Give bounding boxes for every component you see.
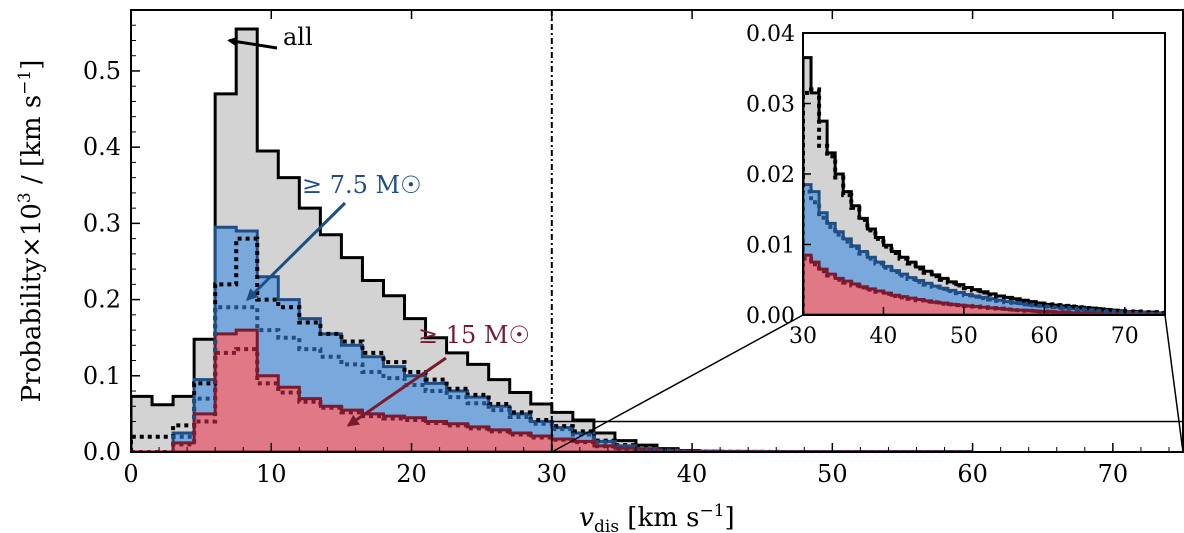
- x-tick-label: 0: [123, 460, 138, 488]
- inset-x-tick-label: 70: [1111, 324, 1139, 349]
- x-axis-label: vdis [km s−1]: [579, 501, 734, 533]
- zoom-connector-left: [551, 314, 804, 453]
- x-tick-label: 10: [256, 460, 287, 488]
- inset-axis-ticks: 30 40 50 60 70 0.00 0.01 0.02 0.03 0.04: [746, 22, 1139, 349]
- x-tick-label: 30: [537, 460, 568, 488]
- series-dotted-4: [131, 305, 973, 452]
- zoom-region-box: [551, 420, 1184, 453]
- inset-y-tick-label: 0.02: [746, 163, 795, 188]
- inset-y-tick-label: 0.03: [746, 93, 795, 118]
- y-tick-label: 0.4: [83, 133, 121, 161]
- y-tick-label: 0.2: [83, 286, 121, 314]
- inset-series-dotted-3: [803, 87, 1165, 315]
- y-tick-label: 0.0: [83, 438, 121, 466]
- annotation-all-label: all: [283, 23, 313, 51]
- inset-x-tick-label: 50: [950, 324, 978, 349]
- annotation-7-5-msun-label: ≥ 7.5 M☉: [302, 171, 422, 199]
- inset-series-filled-1: [803, 183, 1165, 315]
- annotations-group: all ≥ 7.5 M☉ ≥ 15 M☉: [227, 23, 530, 427]
- y-tick-label: 0.3: [83, 209, 121, 237]
- inset-series-group: [803, 56, 1165, 315]
- x-tick-label: 20: [396, 460, 427, 488]
- annotation-all-arrow: [227, 36, 278, 50]
- inset-x-tick-label: 30: [789, 324, 817, 349]
- zoom-connector-right: [1164, 314, 1184, 453]
- annotation-15-msun-arrow: [346, 356, 447, 427]
- inset-y-tick-label: 0.01: [746, 234, 795, 259]
- annotation-7-5-msun-arrow: [245, 201, 347, 301]
- inset-series-dotted-5: [803, 256, 1165, 315]
- inset-y-tick-label: 0.04: [746, 22, 795, 47]
- x-tick-label: 40: [677, 460, 708, 488]
- y-tick-label: 0.1: [83, 362, 121, 390]
- x-tick-label: 60: [957, 460, 988, 488]
- x-tick-label: 50: [817, 460, 848, 488]
- inset-x-tick-label: 40: [869, 324, 897, 349]
- main-axis-ticks: 0 10 20 30 40 50 60 70 0.0 0.1 0.2 0.3 0.4 0.5: [83, 10, 1170, 488]
- y-tick-label: 0.5: [83, 57, 121, 85]
- x-tick-label: 70: [1098, 460, 1129, 488]
- inset-x-tick-label: 60: [1030, 324, 1058, 349]
- annotation-15-msun-label: ≥ 15 M☉: [418, 321, 530, 349]
- inset-y-tick-label: 0.00: [746, 304, 795, 329]
- inset-series-dotted-4: [803, 189, 1165, 315]
- y-axis-label: Probability×103 / [km s−1]: [15, 60, 47, 403]
